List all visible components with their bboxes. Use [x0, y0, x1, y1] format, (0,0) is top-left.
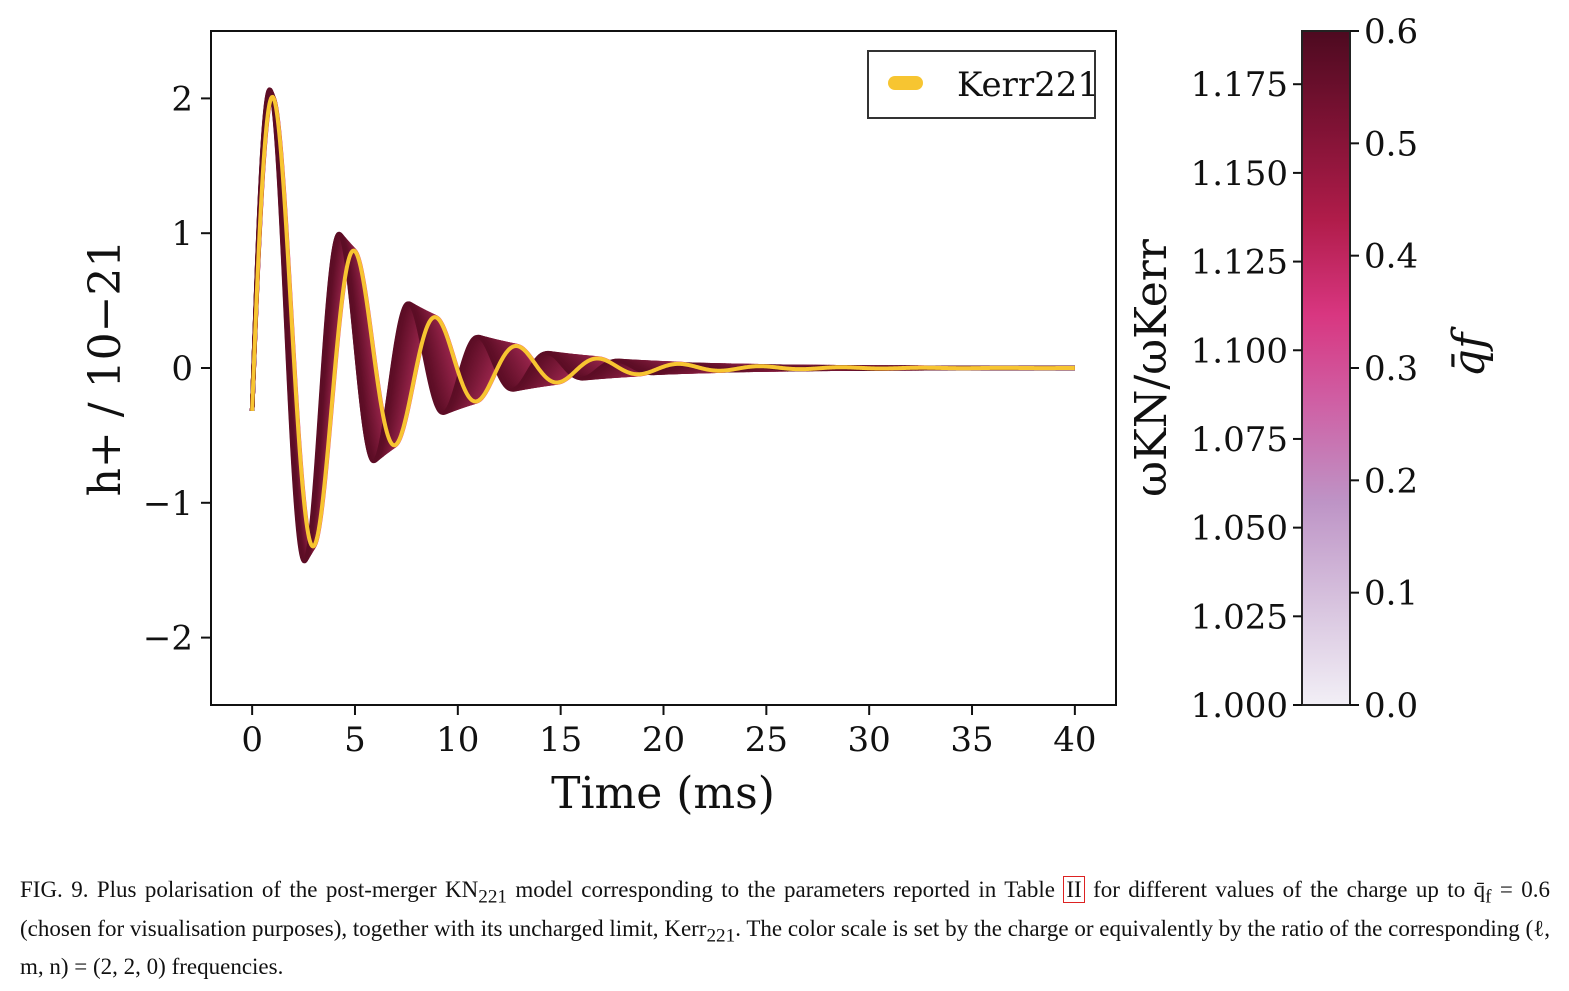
colorbar-left-label-5: 1.125	[1191, 243, 1288, 283]
y-tick-label-2: 0	[171, 349, 193, 389]
kn221-curve-4	[249, 93, 1077, 551]
colorbar-left-ticks: 1.000 1.025 1.050 1.075 1.100 1.125 1.150 1.175	[1191, 65, 1302, 726]
kn221-curve-6	[249, 92, 1077, 552]
kn221-band	[249, 87, 1077, 564]
colorbar-right-label-3: 0.3	[1364, 349, 1418, 389]
caption-sub-1: 221	[478, 886, 507, 908]
colorbar-left-label-3: 1.075	[1191, 420, 1288, 460]
caption-sub-2: f	[1485, 886, 1492, 908]
x-tick-label-5: 5	[344, 720, 366, 760]
x-tick-label-0: 0	[241, 720, 263, 760]
x-tick-label-30: 30	[848, 720, 891, 760]
colorbar-left-label-6: 1.150	[1191, 154, 1288, 194]
colorbar-left-label: ωKN/ωKerr	[1126, 238, 1177, 497]
colorbar-right-label-0: 0.0	[1364, 686, 1418, 726]
y-tick-label-0: −2	[143, 619, 193, 659]
y-tick-label-1: −1	[143, 484, 193, 524]
y-tick-label-3: 1	[171, 214, 193, 254]
kn221-curve-19	[249, 89, 1077, 560]
legend: Kerr221	[867, 50, 1099, 119]
caption-text-3: for different values of the charge up to…	[1084, 877, 1486, 902]
kn221-curve-17	[249, 89, 1077, 559]
caption-text-4: = 0.6 (chosen for visualisation purposes…	[20, 877, 1550, 941]
colorbar-right-label-2: 0.2	[1364, 461, 1418, 501]
kn221-curve-3	[249, 93, 1077, 551]
table-reference-link[interactable]: II	[1063, 876, 1085, 903]
kn221-curve-2	[249, 94, 1077, 550]
caption-sub-3: 221	[706, 925, 736, 947]
x-tick-label-20: 20	[642, 720, 685, 760]
figure-caption: FIG. 9. Plus polarisation of the post-me…	[20, 874, 1550, 982]
colorbar: 1.000 1.025 1.050 1.075 1.100 1.125 1.150 1.175…	[1126, 12, 1495, 726]
legend-label-kerr221: Kerr221	[957, 65, 1099, 105]
kn221-curve-8	[249, 92, 1077, 554]
kn221-curve-25	[249, 87, 1077, 564]
colorbar-left-label-2: 1.050	[1191, 509, 1288, 549]
kn221-curve-7	[249, 92, 1077, 553]
x-tick-label-40: 40	[1053, 720, 1096, 760]
kn221-curve-15	[249, 90, 1077, 558]
kn221-curve-9	[249, 92, 1077, 554]
x-tick-label-25: 25	[745, 720, 788, 760]
kn221-curve-13	[249, 90, 1077, 557]
kerr221-line	[250, 94, 1077, 549]
x-axis-ticks: 0 5 10 15 20 25 30 35 40	[241, 705, 1096, 760]
x-tick-label-15: 15	[539, 720, 582, 760]
kn221-curve-14	[249, 90, 1077, 557]
kn221-curve-11	[249, 91, 1077, 555]
colorbar-left-label-7: 1.175	[1191, 65, 1288, 105]
kn221-curve-18	[249, 89, 1077, 559]
colorbar-right-label-5: 0.5	[1364, 124, 1418, 164]
kn221-curve-16	[249, 90, 1077, 558]
colorbar-left-label-0: 1.000	[1191, 686, 1288, 726]
kn221-curve-21	[249, 88, 1077, 561]
colorbar-right-label-1: 0.1	[1364, 574, 1418, 614]
caption-text-1: FIG. 9. Plus polarisation of the post-me…	[20, 877, 479, 902]
colorbar-right-label-6: 0.6	[1364, 12, 1418, 52]
kn221-curve-22	[249, 88, 1077, 562]
main-plot: 0 5 10 15 20 25 30 35 40 −2 −1 0 1 2 Time (ms) h+ / …	[80, 30, 1117, 819]
kn221-curve-23	[249, 88, 1077, 563]
caption-text-5: . The color scale is set by the charge o…	[20, 915, 1550, 980]
y-axis-label: h+ / 10−21	[80, 240, 131, 497]
x-tick-label-10: 10	[436, 720, 479, 760]
colorbar-left-label-1: 1.025	[1191, 597, 1288, 637]
y-axis-ticks: −2 −1 0 1 2	[143, 79, 211, 659]
kn221-curve-24	[249, 87, 1077, 563]
kn221-curve-12	[249, 91, 1077, 556]
colorbar-left-label-4: 1.100	[1191, 331, 1288, 371]
colorbar-right-label-4: 0.4	[1364, 237, 1418, 277]
colorbar-gradient	[1301, 30, 1351, 706]
kn221-curve-5	[249, 93, 1077, 552]
x-tick-label-35: 35	[950, 720, 993, 760]
kn221-curve-0	[249, 94, 1077, 549]
colorbar-right-label: q̄f	[1444, 326, 1495, 377]
caption-text-2: model corresponding to the parameters re…	[506, 877, 1064, 902]
colorbar-right-ticks: 0.0 0.1 0.2 0.3 0.4 0.5 0.6	[1350, 12, 1418, 726]
x-axis-label: Time (ms)	[551, 768, 775, 819]
kn221-curve-1	[249, 94, 1077, 550]
y-tick-label-4: 2	[171, 79, 193, 119]
kn221-curve-10	[249, 91, 1077, 555]
kn221-curve-26	[250, 87, 1076, 564]
kn221-curve-20	[249, 88, 1077, 561]
